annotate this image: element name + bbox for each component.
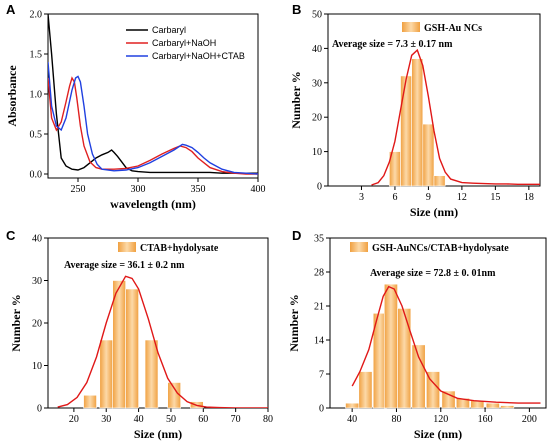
histogram-bar (422, 123, 435, 187)
series-line (48, 76, 258, 175)
y-tick-label: 1.5 (30, 50, 43, 61)
x-tick-label: 120 (433, 414, 448, 425)
y-tick-label: 10 (32, 361, 42, 372)
x-tick-label: 70 (231, 414, 241, 425)
legend-swatch (118, 242, 136, 252)
x-tick-label: 40 (134, 414, 144, 425)
panel-letter: C (6, 228, 16, 243)
x-tick-label: 9 (426, 192, 431, 203)
panel-letter: A (6, 2, 16, 17)
x-tick-label: 160 (478, 414, 493, 425)
legend-label: GSH-Au NCs (424, 23, 482, 34)
y-tick-label: 0 (37, 404, 42, 415)
histogram-bar (397, 308, 412, 409)
histogram-bar (83, 394, 97, 409)
y-tick-label: 20 (32, 319, 42, 330)
fit-curve (371, 48, 540, 186)
histogram-bar (144, 339, 159, 409)
histogram-bar (358, 371, 373, 409)
y-tick-label: 0 (317, 182, 322, 193)
x-tick-label: 12 (457, 192, 467, 203)
histogram-bar (99, 339, 114, 409)
y-tick-label: 14 (314, 336, 324, 347)
histogram-bar (125, 288, 139, 409)
x-tick-label: 60 (198, 414, 208, 425)
y-tick-label: 35 (314, 234, 324, 245)
x-tick-label: 20 (69, 414, 79, 425)
histogram-bar (455, 397, 470, 409)
x-tick-label: 18 (524, 192, 534, 203)
x-tick-label: 350 (191, 184, 206, 195)
panel-letter: B (292, 2, 301, 17)
x-tick-label: 200 (522, 414, 537, 425)
series-line (48, 14, 258, 174)
y-tick-label: 7 (319, 370, 324, 381)
panel-d: D 40 80 120 160 200 0 7 14 21 28 35 Size (nm) Number… (287, 228, 547, 441)
y-tick-label: 40 (312, 44, 322, 55)
legend-label: Carbaryl (152, 25, 186, 35)
y-tick-label: 21 (314, 302, 324, 313)
x-tick-label: 30 (101, 414, 111, 425)
y-tick-label: 0.0 (30, 170, 43, 181)
average-size-annotation: Average size = 36.1 ± 0.2 nm (64, 260, 185, 271)
histogram-bar (485, 402, 500, 409)
x-axis-label: Size (nm) (134, 427, 182, 441)
fit-curve (57, 275, 268, 408)
x-tick-label: 15 (490, 192, 500, 203)
histogram-bar (167, 382, 181, 409)
y-axis-label: Absorbance (5, 65, 19, 127)
y-tick-label: 2.0 (30, 10, 43, 21)
legend-label: Carbaryl+NaOH+CTAB (152, 51, 245, 61)
y-tick-label: 0 (319, 404, 324, 415)
x-tick-label: 6 (392, 192, 397, 203)
y-tick-label: 50 (312, 10, 322, 21)
histogram-bar (411, 344, 426, 409)
panel-c: C 20 30 40 50 60 70 80 0 10 20 30 40 Size (nm) Number… (6, 228, 273, 441)
histogram-bar (433, 175, 446, 187)
legend-label: CTAB+hydolysate (140, 243, 219, 254)
y-axis-label: Number % (287, 294, 301, 351)
x-tick-label: 50 (166, 414, 176, 425)
average-size-annotation: Average size = 72.8 ± 0. 01nm (370, 268, 496, 279)
x-tick-label: 400 (251, 184, 266, 195)
histogram-bar (345, 402, 360, 409)
x-tick-label: 250 (71, 184, 86, 195)
x-axis-label: wavelength (nm) (110, 197, 196, 211)
x-tick-label: 40 (347, 414, 357, 425)
legend-swatch (350, 242, 368, 252)
x-tick-label: 300 (131, 184, 146, 195)
x-axis-label: Size (nm) (414, 427, 462, 441)
y-axis-label: Number % (9, 294, 23, 351)
legend-swatch (402, 22, 420, 32)
y-tick-label: 10 (312, 147, 322, 158)
histogram-bar (383, 283, 398, 409)
y-axis-label: Number % (289, 71, 303, 128)
y-tick-label: 1.0 (30, 90, 43, 101)
panel-letter: D (292, 228, 301, 243)
legend-label: Carbaryl+NaOH (152, 38, 216, 48)
average-size-annotation: Average size = 7.3 ± 0.17 nm (332, 39, 453, 50)
histogram-bar (411, 58, 424, 187)
histogram-bar (441, 390, 456, 409)
y-tick-label: 40 (32, 234, 42, 245)
histogram-bar (400, 75, 412, 187)
histogram-bar (500, 405, 515, 409)
y-tick-label: 28 (314, 268, 324, 279)
x-axis-label: Size (nm) (410, 205, 458, 219)
panel-a: A 250 300 350 400 0.0 0.5 1.0 1.5 2.0 wavelength … (5, 2, 266, 211)
fit-curve (351, 285, 541, 404)
y-tick-label: 30 (312, 78, 322, 89)
y-tick-label: 30 (32, 276, 42, 287)
plot-frame (47, 13, 259, 179)
panel-b: B 3 6 9 12 15 18 0 10 20 30 40 50 Size (nm) Number % G… (289, 2, 541, 219)
y-tick-label: 20 (312, 113, 322, 124)
series-line (48, 61, 258, 175)
x-tick-label: 80 (263, 414, 273, 425)
histogram-bar (112, 280, 126, 409)
y-tick-label: 0.5 (30, 130, 43, 141)
legend-label: GSH-AuNCs/CTAB+hydolysate (372, 243, 509, 254)
x-tick-label: 80 (391, 414, 401, 425)
x-tick-label: 3 (359, 192, 364, 203)
